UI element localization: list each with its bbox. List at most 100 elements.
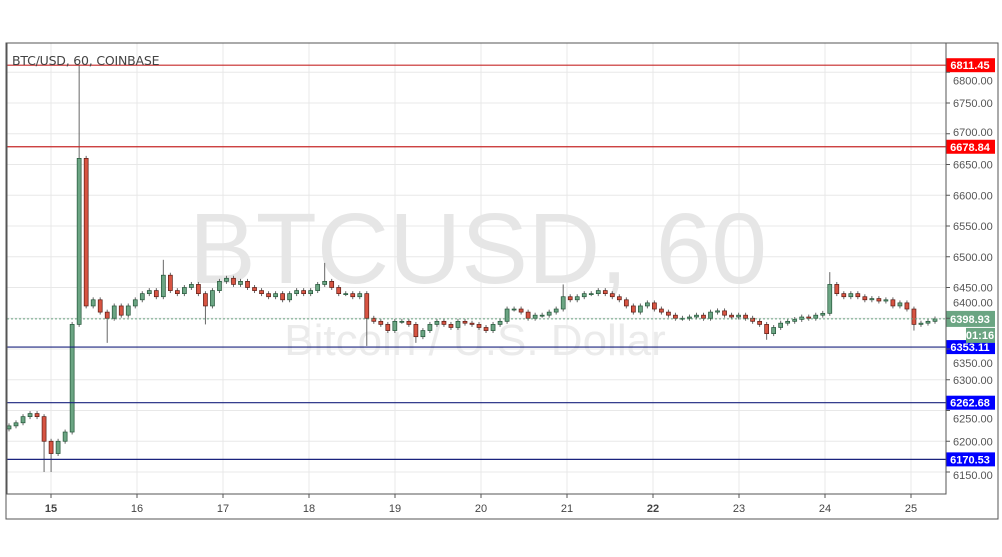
price-label-bg [946,340,995,355]
price-label: 6678.84 [950,142,991,154]
candle-up [322,281,328,285]
candle-up [27,413,33,418]
y-tick-label: 6800.00 [953,75,993,87]
x-tick-label: 24 [819,503,831,515]
candle-down [757,320,762,325]
candle-up [792,319,798,322]
candle-up [827,284,833,314]
price-label-bg [946,58,995,73]
candle-up [736,314,741,318]
candle-up [399,320,405,323]
candle-down [245,281,250,288]
y-tick-label: 6150.00 [953,470,993,482]
candle-down [441,320,447,325]
x-tick-label: 20 [475,503,487,515]
candle-up [62,431,68,442]
candle-down [266,293,271,298]
candle-up [420,330,426,338]
candle-down [602,290,608,295]
candle-up [160,274,166,298]
candle-down [34,413,40,418]
candle-up [897,302,903,307]
candle-down [196,284,201,294]
x-tick-label: 25 [905,503,917,515]
candle-down [252,287,257,291]
candle-up [497,320,503,325]
y-tick-label: 6500.00 [953,252,993,264]
candle-up [925,320,931,324]
price-label-bg [946,139,995,154]
candle-up [848,293,854,298]
candle-up [504,308,510,322]
candle-down [83,158,89,307]
candle-down [855,293,861,298]
axes: 6150.00 6200.00 6250.00 6300.00 6350.00 6400.… [5,42,999,520]
x-tick-label: 23 [733,503,745,515]
candle-down [413,324,419,338]
candle-down [750,317,755,322]
candle-down [862,296,868,301]
candle-down [406,320,412,325]
x-tick-label: 17 [217,503,229,515]
candle-down [329,281,335,288]
y-tick-label: 6750.00 [953,98,993,110]
candle-up [574,296,580,301]
candle-down [41,416,47,442]
y-tick-label: 6400.00 [953,297,993,309]
candle-up [69,324,75,433]
y-tick-label: 6550.00 [953,221,993,233]
candle-up [217,281,222,291]
candle-up [799,316,805,320]
candle-down [567,296,573,301]
candle-down [701,314,706,319]
candle-down [652,302,657,310]
candle-down [280,293,285,301]
x-tick-label: 18 [303,503,315,515]
candle-down [729,314,734,318]
chart-title: BTC/USD, 60, COINBASE [12,53,160,68]
candle-up [273,293,278,298]
candle-down [203,293,208,307]
countdown-label: 01:16 [966,330,994,342]
candle-up [308,290,314,295]
candle-down [666,311,671,316]
candle-down [911,308,917,325]
candle-down [350,293,356,298]
candle-up [13,422,19,427]
price-label: 6353.11 [950,342,989,354]
candle-up [771,327,777,334]
candle-up [139,293,145,301]
candle-up [778,322,784,328]
candle-down [48,440,54,454]
candle-down [231,277,236,285]
candle-up [287,293,292,301]
candle-down [448,324,454,328]
candle-down [476,324,482,328]
candle-up [427,324,433,331]
candle-down [301,290,306,295]
candle-up [343,293,349,295]
candles [6,65,938,472]
candle-up [6,425,12,430]
x-tick-label: 16 [131,503,143,515]
candle-up [532,314,538,319]
y-tick-label: 6250.00 [953,414,993,426]
candle-down [609,293,615,298]
horizontal-lines[interactable]: 6811.45 6678.84 6353.11 6262.68 6170.53 6398.… [7,58,995,467]
candle-up [511,308,517,311]
candle-up [715,310,720,313]
candle-down [890,299,896,307]
candle-down [118,305,124,316]
candle-down [743,314,748,319]
watermark-description: Bitcoin / U.S. Dollar [284,316,665,365]
candle-down [876,298,882,302]
y-tick-label: 6200.00 [953,436,993,448]
price-label-bg [946,452,995,467]
candle-down [469,322,475,325]
candle-down [841,293,847,298]
last-price-label-bg [946,310,995,327]
candle-up [490,324,496,331]
candle-up [595,290,601,295]
candle-down [153,290,159,298]
